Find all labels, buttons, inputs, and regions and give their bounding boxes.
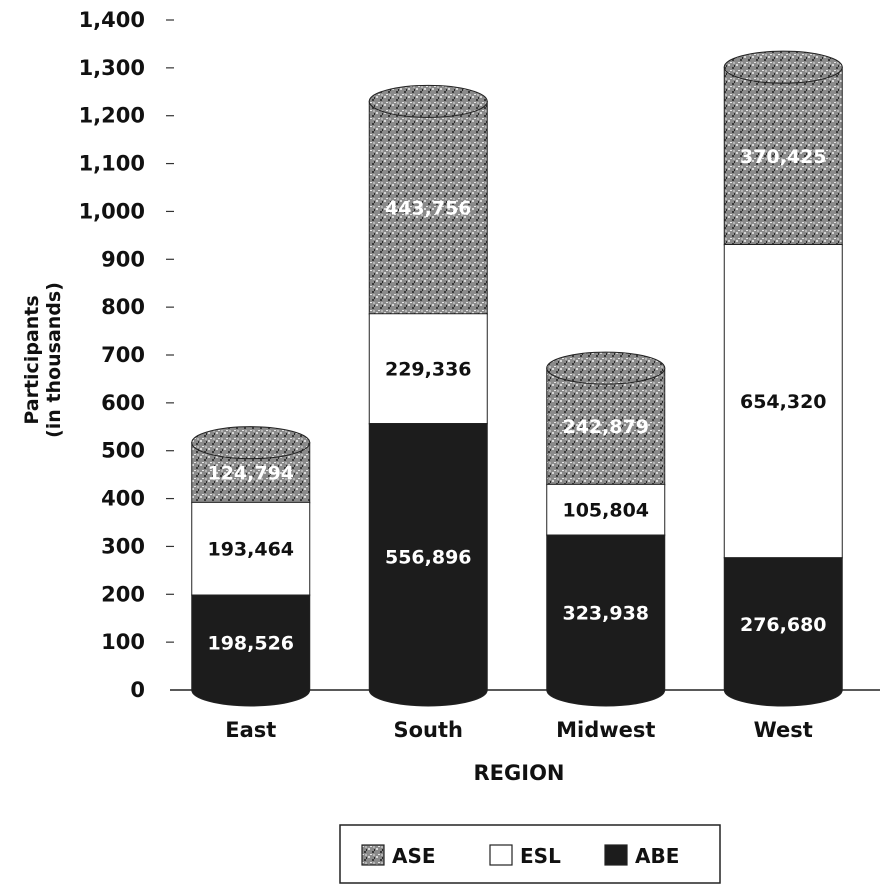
data-label-ase: 370,425 [740,146,827,168]
y-tick-label: 900 [101,247,145,271]
data-label-ase: 124,794 [207,463,294,485]
legend-label-ase: ASE [392,844,436,868]
y-tick-label: 0 [130,678,145,702]
legend-swatch-esl [489,844,513,866]
y-tick-label: 300 [101,534,145,558]
legend-label-esl: ESL [520,844,561,868]
bar-stack: 198,526 193,464 124,794 [191,426,311,707]
y-tick-label: 1,200 [79,104,145,128]
y-axis-title: Participants (in thousands) [21,282,65,438]
bar-stack: 323,938 105,804 242,879 [546,351,666,707]
data-label-abe: 198,526 [207,632,294,654]
data-label-abe: 276,680 [740,614,827,636]
bar-segment-abe [723,557,843,707]
bar-segment-abe [546,534,666,707]
y-axis-label-line2: (in thousands) [43,282,65,438]
data-label-ase: 443,756 [385,198,472,220]
y-tick-label: 1,400 [79,8,145,32]
bar-segment-abe [191,594,311,707]
data-label-esl: 229,336 [385,359,472,381]
data-label-abe: 556,896 [385,547,472,569]
x-tick-label: South [394,718,464,742]
data-label-esl: 654,320 [740,391,827,413]
bar-top-cap [546,351,666,385]
y-tick-label: 1,100 [79,152,145,176]
bars: 198,526 193,464 124,794 556,896 229,336 443,7… [191,50,843,707]
y-axis-label-line1: Participants [21,295,43,424]
x-tick-label: Midwest [556,718,655,742]
data-label-esl: 193,464 [207,539,294,561]
y-tick-label: 500 [101,439,145,463]
bar-top-cap [723,50,843,84]
legend: ASE ESL ABE [339,824,721,884]
x-tick-label: West [754,718,813,742]
bar-segment-abe [368,422,488,707]
bar-top-cap [368,84,488,118]
legend-label-abe: ABE [635,844,679,868]
bar-stack: 276,680 654,320 370,425 [723,50,843,707]
data-label-esl: 105,804 [562,500,649,522]
bar-stack: 556,896 229,336 443,756 [368,84,488,707]
bar-top-cap [191,426,311,460]
y-axis: 0 100 200 300 400 500 600 700 800 900 1,000 1,100 1,… [79,8,174,702]
y-tick-label: 1,000 [79,199,145,223]
data-label-abe: 323,938 [562,602,649,624]
y-tick-label: 100 [101,630,145,654]
y-tick-label: 400 [101,487,145,511]
x-axis-title: REGION [474,761,565,785]
x-axis: East South Midwest West [225,718,813,742]
legend-swatch-abe [604,844,628,866]
y-tick-label: 600 [101,391,145,415]
x-tick-label: East [225,718,276,742]
legend-box [339,824,721,884]
legend-swatch-ase [361,844,385,866]
y-tick-label: 700 [101,343,145,367]
data-label-ase: 242,879 [562,416,649,438]
y-tick-label: 200 [101,582,145,606]
y-tick-label: 800 [101,295,145,319]
y-tick-label: 1,300 [79,56,145,80]
